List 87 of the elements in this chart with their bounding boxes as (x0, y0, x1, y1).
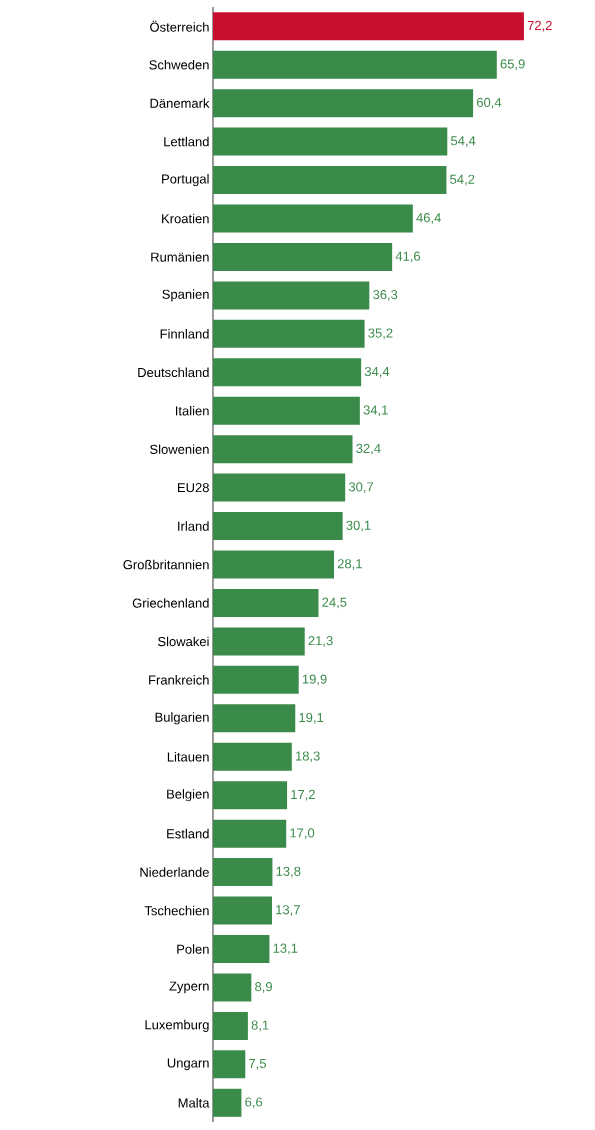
y-tick-label: Portugal (162, 173, 209, 187)
y-tick-label: Estland (167, 828, 209, 839)
y-tick-label: Polen (177, 944, 209, 954)
bar (213, 627, 305, 656)
data-label: 46,4 (416, 213, 441, 224)
y-tick-label: Ungarn (167, 1058, 209, 1071)
bar (213, 665, 299, 694)
bar (213, 396, 360, 425)
bar (213, 50, 497, 79)
data-label: 13,8 (276, 866, 301, 878)
data-label: 8,1 (251, 1020, 269, 1032)
y-tick-label: Deutschland (138, 367, 209, 378)
bar (213, 1011, 248, 1040)
data-label: 60,4 (476, 97, 502, 109)
data-label: 17,2 (291, 789, 315, 801)
data-label: 6,6 (245, 1097, 263, 1109)
bar (213, 742, 292, 771)
bar (213, 435, 353, 464)
bar (213, 858, 273, 887)
y-tick-label: Großbritannien (123, 559, 209, 570)
bar (213, 358, 362, 387)
data-label: 13,1 (273, 943, 298, 955)
y-tick-label: Tschechien (144, 905, 209, 916)
y-tick-label: Schweden (149, 59, 209, 70)
y-tick-label: Slowakei (158, 636, 209, 647)
data-label: 54,2 (450, 174, 475, 186)
bar (213, 704, 296, 733)
data-label: 41,6 (395, 251, 421, 263)
y-tick-label: Österreich (150, 20, 209, 32)
data-label: 19,1 (299, 712, 324, 724)
y-tick-label: Litauen (167, 751, 209, 762)
data-label: 34,1 (363, 405, 388, 417)
y-tick-label: Frankreich (149, 675, 209, 685)
y-tick-label: Lettland (164, 136, 209, 147)
data-label: 54,4 (450, 136, 476, 147)
data-label: 34,4 (364, 366, 390, 378)
bar (213, 819, 287, 848)
bar (213, 935, 270, 963)
data-label: 21,3 (308, 636, 333, 647)
bar (213, 319, 365, 348)
y-tick-label: Griechenland (132, 598, 209, 608)
y-tick-label: Malta (178, 1098, 210, 1108)
bar (213, 473, 346, 502)
bar (213, 242, 393, 271)
y-tick-label: Slowenien (150, 444, 209, 454)
y-tick-label: Kroatien (162, 213, 209, 224)
y-tick-label: Finnland (160, 329, 209, 339)
data-label: 32,4 (356, 443, 381, 455)
y-tick-label: Dänemark (150, 98, 210, 108)
bar (213, 550, 335, 579)
data-label: 72,2 (527, 20, 552, 32)
bar (213, 781, 288, 810)
y-tick-label: Rumänien (151, 252, 209, 262)
y-tick-label: Niederlande (140, 867, 209, 877)
bar (213, 127, 448, 156)
bar (213, 281, 370, 310)
bar (213, 588, 319, 617)
y-tick-label: Italien (175, 405, 209, 416)
bar (213, 12, 524, 41)
bar (213, 204, 413, 233)
data-label: 28,1 (337, 559, 362, 570)
y-tick-label: Irland (178, 521, 209, 531)
data-label: 7,5 (249, 1059, 267, 1070)
bar (213, 89, 474, 118)
y-tick-label: Bulgarien (155, 712, 209, 725)
data-label: 36,3 (373, 290, 398, 301)
bar (213, 973, 252, 1002)
data-label: 30,7 (348, 482, 374, 493)
data-label: 17,0 (290, 828, 315, 840)
y-tick-label: Zypern (169, 981, 209, 994)
bar (213, 1088, 242, 1117)
data-label: 24,5 (322, 597, 347, 609)
bar (213, 512, 343, 541)
bar (213, 166, 447, 195)
y-tick-label: EU28 (178, 483, 209, 493)
y-tick-label: Spanien (162, 289, 209, 302)
y-tick-label: Luxemburg (145, 1019, 209, 1032)
data-label: 35,2 (368, 328, 393, 340)
bar (213, 1050, 246, 1079)
data-label: 65,9 (500, 59, 525, 71)
y-tick-label: Belgien (167, 789, 209, 802)
data-label: 13,7 (276, 905, 300, 916)
data-label: 19,9 (302, 674, 327, 686)
data-label: 18,3 (296, 751, 320, 763)
data-label: 30,1 (346, 520, 371, 532)
bar (213, 896, 272, 925)
data-label: 8,9 (255, 982, 272, 993)
